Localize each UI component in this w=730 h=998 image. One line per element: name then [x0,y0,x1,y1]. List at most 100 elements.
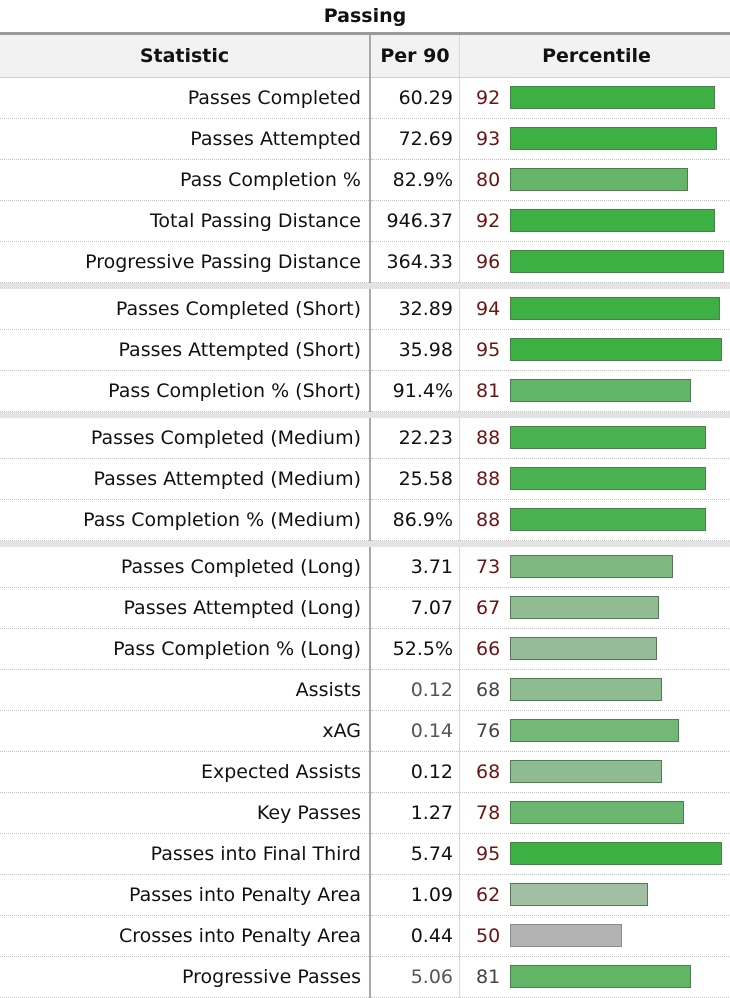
percentile-value: 95 [476,330,500,370]
per90-cell: 3.71 [370,547,460,588]
table-row: Pass Completion % (Short)91.4% 81 [0,371,730,412]
percentile-cell: 88 [460,418,730,459]
header-row: Statistic Per 90 Percentile [0,35,730,78]
per90-cell: 0.12 [370,670,460,711]
statistic-cell: Progressive Passes [0,957,370,998]
percentile-cell: 93 [460,119,730,160]
percentile-value: 92 [476,78,500,118]
percentile-cell: 68 [460,752,730,793]
statistic-cell: Pass Completion % (Long) [0,629,370,670]
statistic-cell: Crosses into Penalty Area [0,916,370,957]
per90-cell: 5.06 [370,957,460,998]
percentile-value: 78 [476,793,500,833]
percentile-value: 88 [476,500,500,540]
percentile-bar [510,297,720,320]
column-header-percentile[interactable]: Percentile [460,35,730,78]
percentile-bar [510,338,722,361]
percentile-bar [510,883,648,906]
per90-cell: 86.9% [370,500,460,541]
percentile-value: 73 [476,547,500,587]
percentile-value: 81 [476,371,500,411]
percentile-bar [510,842,722,865]
table-row: Passes Completed (Short)32.89 94 [0,289,730,330]
per90-cell: 60.29 [370,78,460,119]
percentile-cell: 50 [460,916,730,957]
per90-cell: 0.44 [370,916,460,957]
statistic-cell: Pass Completion % (Short) [0,371,370,412]
percentile-cell: 81 [460,957,730,998]
statistic-cell: Key Passes [0,793,370,834]
percentile-value: 50 [476,916,500,956]
per90-cell: 32.89 [370,289,460,330]
percentile-bar [510,801,684,824]
per90-cell: 82.9% [370,160,460,201]
percentile-bar [510,719,679,742]
per90-cell: 0.12 [370,752,460,793]
percentile-bar [510,86,715,109]
per90-cell: 7.07 [370,588,460,629]
per90-cell: 1.09 [370,875,460,916]
statistic-cell: Pass Completion % (Medium) [0,500,370,541]
percentile-value: 81 [476,957,500,997]
percentile-bar [510,379,691,402]
statistic-cell: Passes Attempted (Long) [0,588,370,629]
statistic-cell: Passes Completed (Short) [0,289,370,330]
per90-cell: 22.23 [370,418,460,459]
percentile-cell: 81 [460,371,730,412]
table-row: Pass Completion % (Long)52.5% 66 [0,629,730,670]
percentile-cell: 95 [460,834,730,875]
percentile-bar [510,596,659,619]
statistic-cell: Passes Completed (Long) [0,547,370,588]
per90-cell: 35.98 [370,330,460,371]
per90-cell: 25.58 [370,459,460,500]
percentile-bar [510,426,706,449]
percentile-bar [510,508,706,531]
percentile-bar [510,555,673,578]
per90-cell: 72.69 [370,119,460,160]
percentile-cell: 92 [460,201,730,242]
percentile-bar [510,637,657,660]
percentile-bar [510,678,662,701]
statistic-cell: Passes into Final Third [0,834,370,875]
table-row: Passes Attempted (Long)7.07 67 [0,588,730,629]
percentile-value: 93 [476,119,500,159]
percentile-value: 68 [476,752,500,792]
column-header-per90[interactable]: Per 90 [370,35,460,78]
per90-cell: 5.74 [370,834,460,875]
column-header-statistic[interactable]: Statistic [0,35,370,78]
percentile-bar [510,209,715,232]
percentile-value: 80 [476,160,500,200]
percentile-cell: 62 [460,875,730,916]
table-row: Pass Completion %82.9% 80 [0,160,730,201]
percentile-cell: 76 [460,711,730,752]
percentile-value: 94 [476,289,500,329]
per90-cell: 91.4% [370,371,460,412]
statistic-cell: Passes into Penalty Area [0,875,370,916]
statistic-cell: xAG [0,711,370,752]
percentile-cell: 92 [460,78,730,119]
per90-cell: 52.5% [370,629,460,670]
percentile-value: 67 [476,588,500,628]
percentile-value: 68 [476,670,500,710]
statistic-cell: Progressive Passing Distance [0,242,370,283]
per90-cell: 946.37 [370,201,460,242]
percentile-value: 66 [476,629,500,669]
percentile-cell: 94 [460,289,730,330]
percentile-value: 92 [476,201,500,241]
statistic-cell: Passes Completed (Medium) [0,418,370,459]
statistic-cell: Expected Assists [0,752,370,793]
percentile-bar [510,760,662,783]
statistic-cell: Pass Completion % [0,160,370,201]
table-row: Pass Completion % (Medium)86.9% 88 [0,500,730,541]
